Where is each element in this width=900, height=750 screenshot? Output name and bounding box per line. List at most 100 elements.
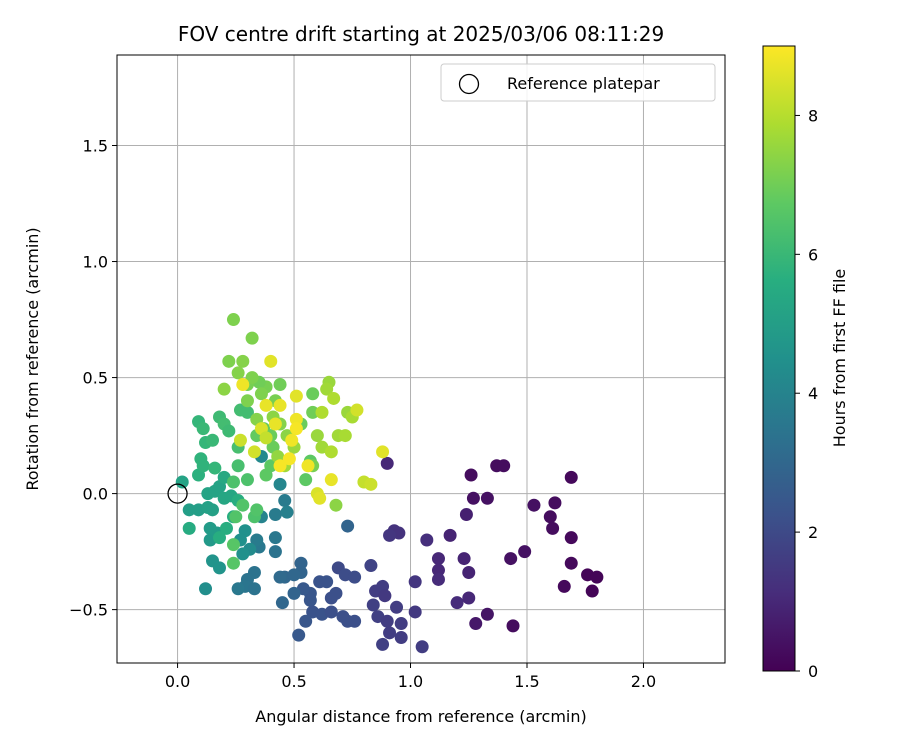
data-point	[504, 552, 518, 566]
grid	[117, 55, 725, 663]
data-point	[315, 405, 329, 419]
data-point	[376, 637, 390, 651]
x-tick-label: 2.0	[631, 672, 656, 691]
data-point	[212, 531, 226, 545]
data-point	[287, 586, 301, 600]
colorbar: 0 2 4 6 8 Hours from first FF file	[762, 45, 849, 681]
data-point	[348, 570, 362, 584]
data-point	[306, 405, 320, 419]
data-point	[320, 382, 334, 396]
scatter-points	[175, 313, 604, 654]
data-point	[303, 593, 317, 607]
y-axis-label: Rotation from reference (arcmin)	[23, 227, 42, 490]
data-point	[299, 473, 313, 487]
data-point	[341, 519, 355, 533]
reference-marker-layer	[167, 483, 188, 504]
data-point	[415, 640, 429, 654]
data-point	[206, 503, 220, 517]
legend-marker-circle	[458, 73, 480, 95]
data-point	[219, 521, 233, 535]
y-tick-label: 0.0	[83, 485, 108, 504]
data-point	[543, 510, 557, 524]
data-point	[236, 547, 250, 561]
data-point	[287, 568, 301, 582]
x-tick-label: 1.5	[514, 672, 539, 691]
data-point	[273, 459, 287, 473]
data-point	[383, 528, 397, 542]
colorbar-tick-label: 6	[808, 245, 818, 264]
data-point	[199, 582, 213, 596]
data-point	[196, 422, 210, 436]
data-point	[182, 503, 196, 517]
data-point	[245, 371, 259, 385]
data-point	[301, 459, 315, 473]
data-point	[268, 507, 282, 521]
data-point	[233, 433, 247, 447]
data-point	[175, 475, 189, 489]
legend-box	[440, 63, 716, 102]
data-point	[324, 605, 338, 619]
data-point	[364, 477, 378, 491]
data-point	[480, 491, 494, 505]
data-point	[462, 565, 476, 579]
data-point	[259, 398, 273, 412]
data-point	[247, 445, 261, 459]
data-point	[431, 572, 445, 586]
data-point	[364, 559, 378, 573]
data-point	[236, 378, 250, 392]
data-point	[206, 433, 220, 447]
legend-label: Reference platepar	[507, 74, 660, 93]
data-point	[338, 429, 352, 443]
colorbar-tick-label: 2	[808, 523, 818, 542]
data-point	[327, 391, 341, 405]
data-point	[294, 556, 308, 570]
data-point	[431, 552, 445, 566]
y-tick-label: 1.5	[83, 137, 108, 156]
data-point	[268, 545, 282, 559]
data-point	[564, 531, 578, 545]
data-point	[226, 556, 240, 570]
colorbar-gradient	[762, 45, 796, 672]
data-point	[383, 626, 397, 640]
data-point	[497, 459, 511, 473]
data-point	[289, 422, 303, 436]
data-point	[548, 496, 562, 510]
data-point	[275, 596, 289, 610]
data-point	[273, 398, 287, 412]
data-point	[254, 387, 268, 401]
data-point	[366, 598, 380, 612]
data-point	[450, 596, 464, 610]
data-point	[310, 429, 324, 443]
data-point	[217, 382, 231, 396]
data-point	[285, 433, 299, 447]
y-tick-label: 0.5	[83, 369, 108, 388]
data-point	[480, 607, 494, 621]
data-point	[324, 445, 338, 459]
data-point	[299, 614, 313, 628]
colorbar-tick-label: 4	[808, 384, 818, 403]
data-point	[443, 528, 457, 542]
data-point	[273, 477, 287, 491]
chart-title: FOV centre drift starting at 2025/03/06 …	[178, 22, 664, 46]
y-tick-label: −0.5	[69, 601, 108, 620]
data-point	[380, 614, 394, 628]
colorbar-tick-label: 0	[808, 662, 818, 681]
data-point	[240, 405, 254, 419]
x-tick-label: 1.0	[398, 672, 423, 691]
y-axis: −0.5 0.0 0.5 1.0 1.5	[69, 137, 117, 620]
data-point	[348, 614, 362, 628]
data-point	[459, 507, 473, 521]
data-point	[527, 498, 541, 512]
data-point	[268, 417, 282, 431]
data-point	[564, 556, 578, 570]
data-point	[313, 575, 327, 589]
data-point	[222, 424, 236, 438]
data-point	[469, 617, 483, 631]
data-point	[462, 591, 476, 605]
data-point	[226, 538, 240, 552]
data-point	[313, 491, 327, 505]
data-point	[394, 617, 408, 631]
data-point	[231, 366, 245, 380]
data-point	[182, 521, 196, 535]
